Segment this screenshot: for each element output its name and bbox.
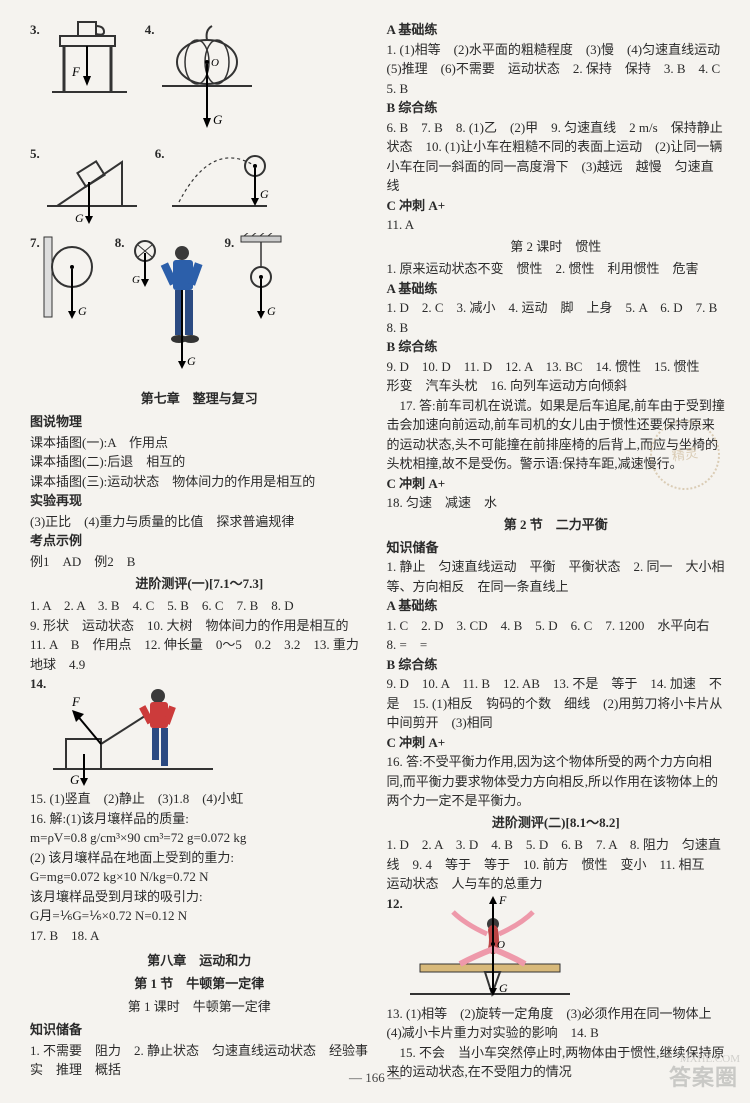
A3-head: A 基础练 [387, 596, 726, 616]
text-line: 17. B 18. A [30, 926, 369, 946]
left-column: 3. F 4. [30, 20, 369, 1082]
ch8-s1-k1: 第 1 课时 牛顿第一定律 [30, 997, 369, 1018]
svg-text:G: G [187, 354, 196, 368]
text-line: 课本插图(三):运动状态 物体间力的作用是相互的 [30, 472, 369, 492]
figure-3: 3. F [30, 20, 137, 140]
figure-number: 5. [30, 144, 40, 165]
text-line: 15. (1)竖直 (2)静止 (3)1.8 (4)小虹 [30, 789, 369, 809]
figure-number: 12. [387, 894, 403, 915]
ball-wall-diagram: G [42, 233, 107, 333]
text-line: (2) 该月壤样品在地面上受到的重力: [30, 848, 369, 868]
B-head: B 综合练 [387, 98, 726, 118]
text-line: 13. (1)相等 (2)旋转一定角度 (3)必须作用在同一物体上 (4)减小卡… [387, 1004, 726, 1043]
text-line: 1. 静止 匀速直线运动 平衡 平衡状态 2. 同一 大小相等、方向相反 在同一… [387, 557, 726, 596]
text-line: 11. A [387, 215, 726, 235]
table-cup-diagram: F [42, 20, 137, 120]
watermark-text: 答案圈 [669, 1060, 738, 1095]
text-line: 9. 形状 运动状态 10. 大树 物体间力的作用是相互的 11. A B 作用… [30, 616, 369, 675]
point-O-label: O [497, 939, 505, 951]
player-ball-diagram: G G [127, 233, 217, 383]
pumpkin-diagram: O G [157, 20, 257, 140]
tushuo-head: 图说物理 [30, 412, 369, 433]
C-head: C 冲刺 A+ [387, 196, 726, 216]
figure-7: 7. G [30, 233, 107, 383]
A2-head: A 基础练 [387, 279, 726, 299]
incline-diagram: G [42, 144, 147, 229]
text-line: 18. 匀速 减速 水 [387, 493, 726, 513]
text-line: 16. 答:不受平衡力作用,因为这个物体所受的两个力方向相同,而平衡力要求物体受… [387, 752, 726, 811]
text-line: G月=⅙G=⅙×0.72 N=0.12 N [30, 906, 369, 926]
figure-number: 9. [225, 233, 235, 254]
text-line: 课本插图(二):后退 相互的 [30, 452, 369, 472]
balance-beam-diagram: F O G [405, 894, 575, 1004]
figure-number: 6. [155, 144, 165, 165]
figure-8: 8. G [115, 233, 217, 383]
k2-title: 第 2 课时 惯性 [387, 237, 726, 258]
text-line: 9. D 10. D 11. D 12. A 13. BC 14. 惯性 15.… [387, 357, 726, 396]
thrown-ball-diagram: G [167, 144, 277, 229]
figure-12: 12. F O G [387, 894, 726, 1004]
jj2-title: 进阶测评(二)[8.1～8.2] [387, 813, 726, 834]
right-column: A 基础练 1. (1)相等 (2)水平面的粗糙程度 (3)慢 (4)匀速直线运… [387, 20, 726, 1082]
svg-text:G: G [78, 304, 87, 318]
shiyan-head: 实验再现 [30, 491, 369, 512]
kaodian-head: 考点示例 [30, 531, 369, 552]
text-line: 17. 答:前车司机在说谎。如果是后车追尾,前车由于受到撞击会加速向前运动,前车… [387, 396, 726, 474]
force-label: F [71, 64, 81, 79]
figure-number: 4. [145, 20, 155, 41]
figure-5: 5. G [30, 144, 147, 229]
force-G-label: G [499, 981, 508, 995]
text-line: 6. B 7. B 8. (1)乙 (2)甲 9. 匀速直线 2 m/s 保持静… [387, 118, 726, 196]
text-line: 9. D 10. A 11. B 12. AB 13. 不是 等于 14. 加速… [387, 674, 726, 733]
B2-head: B 综合练 [387, 337, 726, 357]
figure-number: 14. [30, 674, 46, 695]
figure-14: 14. F G [30, 674, 369, 789]
C3-head: C 冲刺 A+ [387, 733, 726, 753]
figure-number: 8. [115, 233, 125, 254]
figure-number: 7. [30, 233, 40, 254]
text-line: 16. 解:(1)该月壤样品的质量: [30, 809, 369, 829]
svg-text:G: G [213, 112, 223, 127]
text-line: m=ρV=0.8 g/cm³×90 cm³=72 g=0.072 kg [30, 828, 369, 848]
text-line: 1. 原来运动状态不变 惯性 2. 惯性 利用惯性 危害 [387, 259, 726, 279]
C2-head: C 冲刺 A+ [387, 474, 726, 494]
text-line: G=mg=0.072 kg×10 N/kg=0.72 N [30, 867, 369, 887]
text-line: 1. A 2. A 3. B 4. C 5. B 6. C 7. B 8. D [30, 596, 369, 616]
svg-text:O: O [211, 57, 219, 69]
svg-text:G: G [260, 187, 269, 201]
hanging-ball-diagram: G [236, 233, 291, 333]
text-line: 1. D 2. A 3. D 4. B 5. D 6. B 7. A 8. 阻力… [387, 835, 726, 894]
text-line: 1. D 2. C 3. 减小 4. 运动 脚 上身 5. A 6. D 7. … [387, 298, 726, 337]
s2-title: 第 2 节 二力平衡 [387, 515, 726, 536]
jinjie1-title: 进阶测评(一)[7.1～7.3] [30, 574, 369, 595]
svg-text:G: G [132, 274, 140, 286]
figure-6: 6. G [155, 144, 277, 229]
A-head: A 基础练 [387, 20, 726, 40]
ch8-title: 第八章 运动和力 [30, 951, 369, 972]
figure-9: 9. G [225, 233, 292, 383]
ch7-title: 第七章 整理与复习 [30, 389, 369, 410]
rope-pull-diagram: F G [48, 674, 218, 789]
text-line: (3)正比 (4)重力与质量的比值 探求普遍规律 [30, 512, 369, 532]
text-line: 该月壤样品受到月球的吸引力: [30, 887, 369, 907]
force-F-label: F [498, 894, 507, 907]
page-number: — 166 — [0, 1068, 750, 1089]
zs-head: 知识储备 [30, 1020, 369, 1041]
figure-number: 3. [30, 20, 40, 41]
svg-text:G: G [70, 772, 80, 787]
text-line: 1. C 2. D 3. CD 4. B 5. D 6. C 7. 1200 水… [387, 616, 726, 655]
svg-text:G: G [267, 304, 276, 318]
text-line: 例1 AD 例2 B [30, 552, 369, 572]
svg-text:G: G [75, 211, 84, 225]
text-line: 1. (1)相等 (2)水平面的粗糙程度 (3)慢 (4)匀速直线运动 (5)推… [387, 40, 726, 99]
zs2-head: 知识储备 [387, 538, 726, 558]
ch8-s1: 第 1 节 牛顿第一定律 [30, 974, 369, 995]
figure-4: 4. O G [145, 20, 257, 140]
text-line: 课本插图(一):A 作用点 [30, 433, 369, 453]
svg-text:F: F [71, 694, 81, 709]
B3-head: B 综合练 [387, 655, 726, 675]
